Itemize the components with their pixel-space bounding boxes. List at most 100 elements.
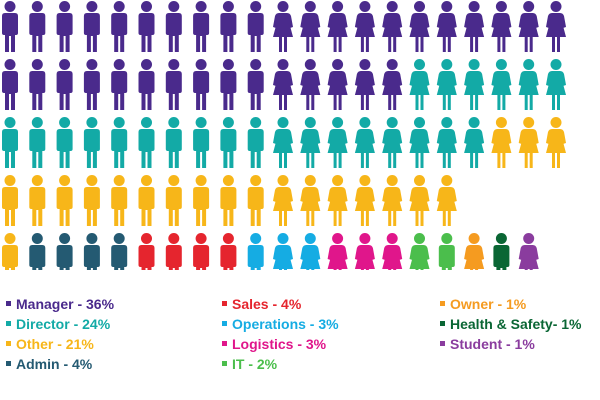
male-person-icon — [247, 233, 264, 270]
male-person-icon — [138, 1, 155, 52]
male-person-icon — [111, 117, 128, 168]
male-person-icon — [56, 1, 73, 52]
female-person-icon — [491, 1, 512, 52]
male-person-icon — [247, 117, 264, 168]
legend-marker — [6, 300, 11, 306]
female-person-icon — [436, 59, 457, 110]
female-person-icon — [273, 175, 293, 226]
female-person-icon — [300, 233, 321, 270]
female-person-icon — [464, 233, 485, 270]
female-person-icon — [464, 1, 485, 52]
female-person-icon — [300, 175, 321, 226]
legend-marker — [222, 340, 227, 346]
legend-label: Health & Safety- 1% — [450, 316, 582, 332]
male-person-icon — [220, 59, 237, 110]
male-person-icon — [165, 59, 182, 110]
female-person-icon — [382, 175, 403, 226]
male-person-icon — [138, 175, 155, 226]
male-person-icon — [83, 233, 100, 270]
male-person-icon — [56, 117, 73, 168]
male-person-icon — [2, 1, 18, 52]
female-person-icon — [382, 233, 403, 270]
legend-label: Logistics - 3% — [232, 336, 327, 352]
legend-marker — [440, 300, 445, 306]
male-person-icon — [83, 59, 100, 110]
female-person-icon — [409, 233, 430, 270]
legend-item-director: Director - 24% — [6, 315, 110, 333]
legend-label: Student - 1% — [450, 336, 535, 352]
female-person-icon — [300, 1, 321, 52]
male-person-icon — [193, 175, 210, 226]
male-person-icon — [220, 233, 237, 270]
legend-item-sales: Sales - 4% — [222, 295, 301, 313]
female-person-icon — [273, 59, 293, 110]
male-person-icon — [220, 175, 237, 226]
legend-marker — [440, 320, 445, 326]
male-person-icon — [29, 175, 46, 226]
female-person-icon — [327, 175, 348, 226]
female-person-icon — [354, 1, 375, 52]
female-person-icon — [354, 233, 375, 270]
legend-item-operations: Operations - 3% — [222, 315, 339, 333]
female-person-icon — [518, 117, 539, 168]
male-person-icon — [247, 1, 264, 52]
female-person-icon — [436, 175, 457, 226]
legend-label: Other - 21% — [16, 336, 94, 352]
male-person-icon — [220, 117, 237, 168]
female-person-icon — [409, 59, 430, 110]
legend-marker — [6, 320, 11, 326]
male-person-icon — [165, 117, 182, 168]
legend-item-it: IT - 2% — [222, 355, 277, 373]
male-person-icon — [56, 59, 73, 110]
female-person-icon — [382, 117, 403, 168]
female-person-icon — [491, 59, 512, 110]
female-person-icon — [518, 233, 539, 270]
female-person-icon — [518, 1, 539, 52]
female-person-icon — [436, 117, 457, 168]
male-person-icon — [29, 1, 46, 52]
female-person-icon — [464, 59, 485, 110]
male-person-icon — [438, 233, 455, 270]
female-person-icon — [436, 1, 457, 52]
male-person-icon — [83, 175, 100, 226]
male-person-icon — [56, 233, 73, 270]
female-person-icon — [327, 59, 348, 110]
female-person-icon — [327, 233, 348, 270]
male-person-icon — [193, 1, 210, 52]
male-person-icon — [83, 1, 100, 52]
male-person-icon — [193, 59, 210, 110]
legend-marker — [222, 360, 227, 366]
legend-item-logistics: Logistics - 3% — [222, 335, 326, 353]
legend-label: Owner - 1% — [450, 296, 527, 312]
legend-label: IT - 2% — [232, 356, 278, 372]
legend-label: Director - 24% — [16, 316, 111, 332]
male-person-icon — [2, 175, 18, 226]
legend-label: Admin - 4% — [16, 356, 93, 372]
male-person-icon — [220, 1, 237, 52]
male-person-icon — [111, 175, 128, 226]
female-person-icon — [300, 117, 321, 168]
female-person-icon — [546, 59, 566, 110]
male-person-icon — [83, 117, 100, 168]
female-person-icon — [300, 59, 321, 110]
legend-item-other: Other - 21% — [6, 335, 94, 353]
male-person-icon — [29, 233, 46, 270]
male-person-icon — [193, 233, 210, 270]
legend-label: Sales - 4% — [232, 296, 302, 312]
legend-item-admin: Admin - 4% — [6, 355, 92, 373]
male-person-icon — [165, 1, 182, 52]
female-person-icon — [273, 1, 293, 52]
male-person-icon — [165, 175, 182, 226]
female-person-icon — [464, 117, 485, 168]
male-person-icon — [2, 117, 18, 168]
legend-marker — [440, 340, 445, 346]
legend-marker — [222, 320, 227, 326]
male-person-icon — [29, 59, 46, 110]
male-person-icon — [138, 117, 155, 168]
female-person-icon — [518, 59, 539, 110]
legend-item-health-safety: Health & Safety- 1% — [440, 315, 581, 333]
male-person-icon — [247, 59, 264, 110]
legend-item-manager: Manager - 36% — [6, 295, 114, 313]
female-person-icon — [354, 117, 375, 168]
female-person-icon — [273, 233, 293, 270]
